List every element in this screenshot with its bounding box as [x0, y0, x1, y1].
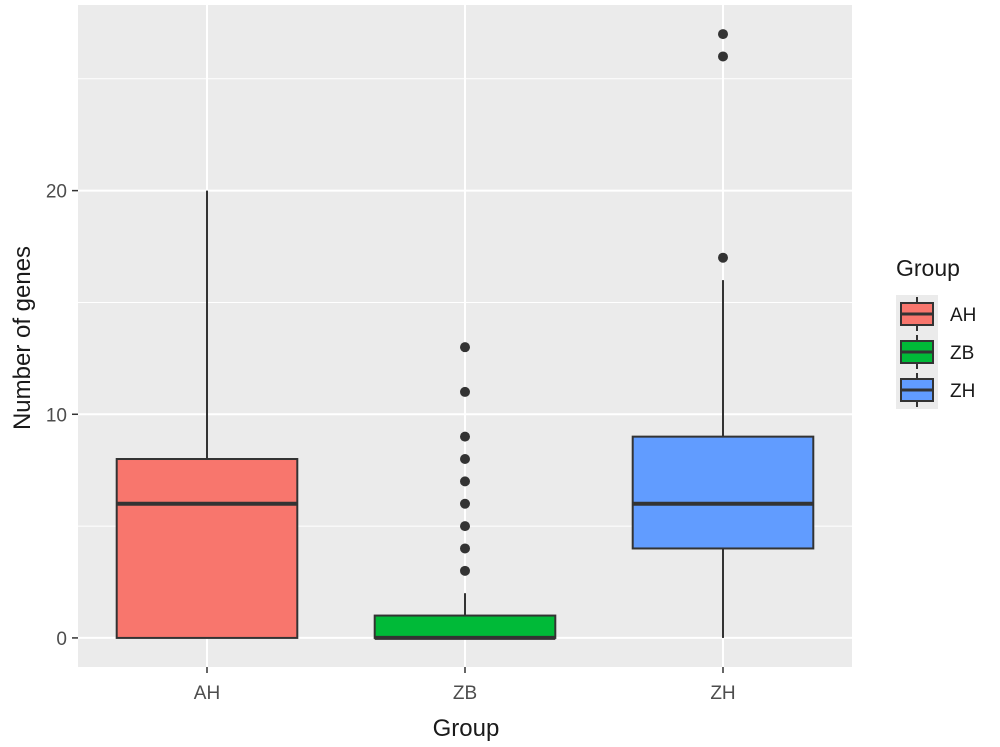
- outlier-point: [460, 431, 470, 442]
- x-tick-label: ZH: [710, 683, 735, 704]
- box-ah: [115, 190, 299, 639]
- y-axis: 0 10 20: [46, 182, 78, 650]
- y-axis-title: Number of genes: [9, 246, 36, 430]
- legend: Group AH ZB ZH: [896, 255, 976, 409]
- outlier-point: [460, 565, 470, 576]
- legend-item-zb: ZB: [896, 333, 974, 371]
- outlier-point: [718, 51, 728, 62]
- box-group: [115, 29, 815, 640]
- y-tick-label: 0: [56, 629, 67, 650]
- legend-item-ah: AH: [896, 295, 976, 333]
- x-tick-label: ZB: [453, 683, 477, 704]
- y-tick-label: 20: [46, 182, 67, 203]
- outlier-point: [718, 252, 728, 263]
- outlier-point: [460, 454, 470, 465]
- legend-item-zh: ZH: [896, 371, 975, 409]
- outlier-point: [460, 342, 470, 353]
- x-axis: AH ZB ZH: [194, 667, 736, 704]
- outlier-point: [460, 521, 470, 532]
- y-tick-label: 10: [46, 405, 67, 426]
- outlier-point: [460, 386, 470, 397]
- legend-title: Group: [896, 255, 960, 281]
- outlier-point: [460, 476, 470, 487]
- legend-label: ZB: [950, 343, 974, 364]
- box-body: [631, 435, 815, 550]
- outlier-point: [460, 498, 470, 509]
- legend-label: ZH: [950, 381, 975, 402]
- outlier-point: [460, 543, 470, 554]
- box-zh: [631, 29, 815, 638]
- box-body: [115, 458, 299, 639]
- box-zb: [373, 342, 557, 640]
- x-tick-label: AH: [194, 683, 220, 704]
- box-body: [373, 614, 557, 639]
- legend-label: AH: [950, 305, 976, 326]
- x-axis-title: Group: [433, 715, 500, 742]
- outlier-point: [718, 29, 728, 40]
